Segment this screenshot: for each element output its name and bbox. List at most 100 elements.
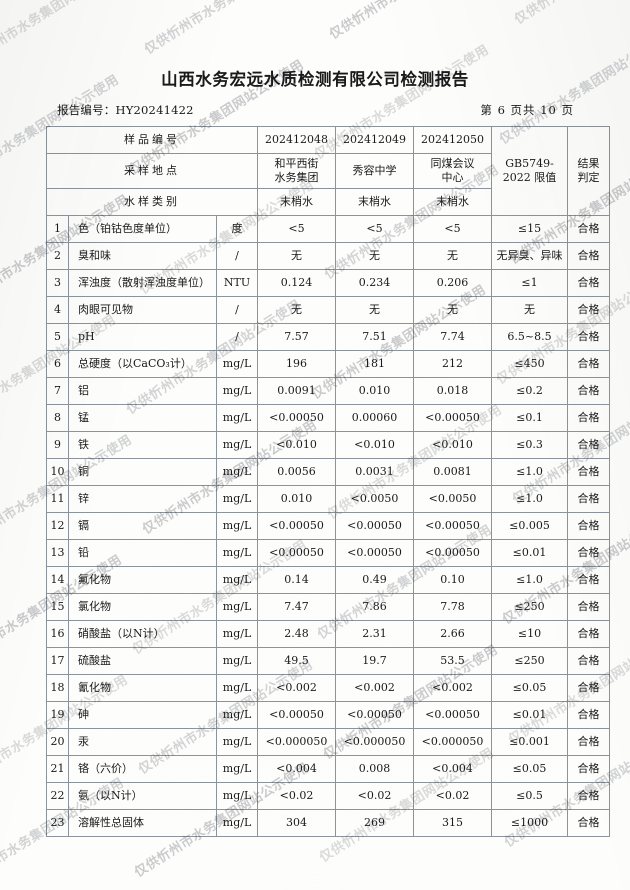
table-row: 23 溶解性总固体 mg/L 304 269 315 ≤1000 合格 xyxy=(46,809,611,837)
cell-standard-limit: ≤0.3 xyxy=(491,431,569,459)
cell-sample-3-value: 无 xyxy=(413,242,493,270)
cell-sample-2-value: <0.02 xyxy=(335,782,415,810)
watermark-text: 仅供忻州市水务集团网站公示使用 xyxy=(510,0,630,28)
cell-verdict: 合格 xyxy=(567,485,611,513)
cell-row-number: 13 xyxy=(46,539,69,567)
cell-sample-1-value: <0.02 xyxy=(257,782,337,810)
cell-sample-2-value: 0.234 xyxy=(335,269,415,297)
cell-item-name: 色（铂钴色度单位） xyxy=(68,215,217,243)
cell-standard-limit: ≤1.0 xyxy=(491,485,569,513)
cell-row-number: 11 xyxy=(46,485,69,513)
cell-standard-limit: ≤0.01 xyxy=(491,539,569,567)
cell-sample-3-value: 0.10 xyxy=(413,566,493,594)
cell-verdict: 合格 xyxy=(567,431,611,459)
cell-sample-3-value: 7.74 xyxy=(413,323,493,351)
document-meta: 报告编号：HY20241422 第 6 页共 10 页 xyxy=(57,102,574,118)
cell-verdict: 合格 xyxy=(567,620,611,648)
table-row: 11 锌 mg/L 0.010 <0.0050 <0.0050 ≤1.0 合格 xyxy=(46,485,611,513)
cell-item-name: 浑浊度（散射浑浊度单位） xyxy=(68,269,217,297)
cell-sample-3-value: 53.5 xyxy=(413,647,493,675)
cell-row-number: 5 xyxy=(46,323,69,351)
location-line-1: 秀容中学 xyxy=(352,164,397,178)
cell-sample-1-value: <0.004 xyxy=(257,755,337,783)
table-row: 7 铝 mg/L 0.0091 0.010 0.018 ≤0.2 合格 xyxy=(46,377,611,405)
cell-sample-3-value: 315 xyxy=(413,809,493,837)
cell-sample-2-value: 无 xyxy=(335,296,415,324)
table-row: 13 铅 mg/L <0.00050 <0.00050 <0.00050 ≤0.01 合格 xyxy=(46,539,611,567)
sample-number-2: 202412049 xyxy=(335,126,415,154)
cell-item-name: 铅 xyxy=(68,539,217,567)
cell-standard-limit: ≤0.01 xyxy=(491,701,569,729)
cell-sample-2-value: <0.00050 xyxy=(335,539,415,567)
cell-standard-limit: 无 xyxy=(491,296,569,324)
cell-sample-1-value: 0.0056 xyxy=(257,458,337,486)
cell-verdict: 合格 xyxy=(567,296,611,324)
cell-verdict: 合格 xyxy=(567,377,611,405)
watermark-text: 仅供忻州市水务集团网站公示使用 xyxy=(325,0,507,43)
cell-sample-2-value: 7.86 xyxy=(335,593,415,621)
cell-item-name: 总硬度（以CaCO₃计） xyxy=(68,350,217,378)
cell-sample-3-value: <0.00050 xyxy=(413,539,493,567)
cell-sample-1-value: 0.010 xyxy=(257,485,337,513)
cell-standard-limit: ≤0.05 xyxy=(491,755,569,783)
cell-sample-1-value: 无 xyxy=(257,242,337,270)
cell-verdict: 合格 xyxy=(567,458,611,486)
watermark-text: 仅供忻州市水务集团网站公示使用 xyxy=(140,0,322,58)
cell-sample-3-value: 2.66 xyxy=(413,620,493,648)
table-row: 10 铜 mg/L 0.0056 0.0031 0.0081 ≤1.0 合格 xyxy=(46,458,611,486)
cell-row-number: 18 xyxy=(46,674,69,702)
cell-standard-limit: ≤0.5 xyxy=(491,782,569,810)
cell-row-number: 16 xyxy=(46,620,69,648)
cell-item-name: 铝 xyxy=(68,377,217,405)
cell-unit: mg/L xyxy=(215,809,259,837)
cell-item-name: 氟化物 xyxy=(68,566,217,594)
standard-line-1: GB5749- xyxy=(505,157,554,171)
location-line-1: 和平西街 xyxy=(274,157,319,171)
cell-sample-1-value: <0.00050 xyxy=(257,404,337,432)
cell-sample-1-value: <0.00050 xyxy=(257,512,337,540)
cell-sample-2-value: 181 xyxy=(335,350,415,378)
cell-row-number: 23 xyxy=(46,809,69,837)
cell-unit: mg/L xyxy=(215,593,259,621)
cell-verdict: 合格 xyxy=(567,215,611,243)
cell-standard-limit: ≤1.0 xyxy=(491,566,569,594)
table-row: 20 汞 mg/L <0.000050 <0.000050 <0.000050 ≤0.001… xyxy=(46,728,611,756)
table-row: 9 铁 mg/L <0.010 <0.010 <0.010 ≤0.3 合格 xyxy=(46,431,611,459)
cell-unit: mg/L xyxy=(215,674,259,702)
table-row: 21 铬（六价） mg/L <0.004 0.008 <0.004 ≤0.05 合格 xyxy=(46,755,611,783)
water-type-2: 末梢水 xyxy=(335,188,415,216)
cell-verdict: 合格 xyxy=(567,539,611,567)
test-results-table: 样品编号 202412048 202412049 202412050 GB5749- 20… xyxy=(45,126,611,837)
test-results-table-container: 样品编号 202412048 202412049 202412050 GB5749- 20… xyxy=(45,126,611,837)
cell-unit: / xyxy=(215,323,259,351)
page-number: 第 6 页共 10 页 xyxy=(480,103,574,117)
cell-standard-limit: ≤450 xyxy=(491,350,569,378)
cell-verdict: 合格 xyxy=(567,674,611,702)
cell-unit: 度 xyxy=(215,215,259,243)
cell-row-number: 19 xyxy=(46,701,69,729)
cell-sample-3-value: 0.018 xyxy=(413,377,493,405)
table-row: 3 浑浊度（散射浑浊度单位） NTU 0.124 0.234 0.206 ≤1 合格 xyxy=(46,269,611,297)
cell-sample-2-value: <0.000050 xyxy=(335,728,415,756)
table-row: 16 硝酸盐（以N计） mg/L 2.48 2.31 2.66 ≤10 合格 xyxy=(46,620,611,648)
cell-row-number: 3 xyxy=(46,269,69,297)
header-standard-limit: GB5749- 2022 限值 xyxy=(491,126,569,216)
cell-verdict: 合格 xyxy=(567,755,611,783)
table-row: 14 氟化物 mg/L 0.14 0.49 0.10 ≤1.0 合格 xyxy=(46,566,611,594)
cell-verdict: 合格 xyxy=(567,593,611,621)
cell-standard-limit: ≤0.001 xyxy=(491,728,569,756)
cell-sample-2-value: <0.010 xyxy=(335,431,415,459)
cell-unit: mg/L xyxy=(215,647,259,675)
cell-unit: mg/L xyxy=(215,782,259,810)
cell-sample-2-value: 0.0031 xyxy=(335,458,415,486)
cell-sample-2-value: 0.49 xyxy=(335,566,415,594)
cell-standard-limit: ≤1000 xyxy=(491,809,569,837)
cell-sample-1-value: 2.48 xyxy=(257,620,337,648)
table-row: 6 总硬度（以CaCO₃计） mg/L 196 181 212 ≤450 合格 xyxy=(46,350,611,378)
cell-verdict: 合格 xyxy=(567,782,611,810)
header-label-location: 采样地点 xyxy=(45,153,259,189)
header-label-water-type: 水样类别 xyxy=(45,188,259,216)
cell-sample-1-value: 0.0091 xyxy=(257,377,337,405)
cell-sample-2-value: 0.008 xyxy=(335,755,415,783)
cell-sample-2-value: <5 xyxy=(335,215,415,243)
